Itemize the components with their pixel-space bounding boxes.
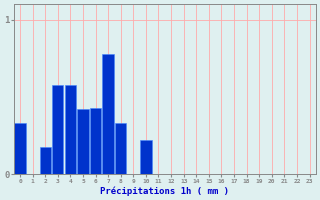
X-axis label: Précipitations 1h ( mm ): Précipitations 1h ( mm ) — [100, 186, 229, 196]
Bar — [39, 147, 51, 174]
Bar — [115, 123, 126, 174]
Bar — [52, 85, 63, 174]
Bar — [140, 140, 152, 174]
Bar — [14, 123, 26, 174]
Bar — [65, 85, 76, 174]
Bar — [90, 108, 101, 174]
Bar — [102, 54, 114, 174]
Bar — [77, 109, 89, 174]
